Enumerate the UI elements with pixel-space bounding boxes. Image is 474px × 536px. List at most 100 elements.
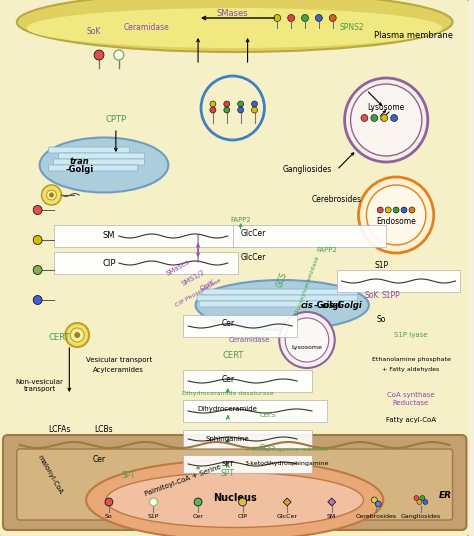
Circle shape [361, 115, 368, 122]
Ellipse shape [17, 0, 453, 52]
FancyBboxPatch shape [199, 301, 357, 307]
FancyBboxPatch shape [233, 225, 386, 247]
Circle shape [105, 498, 113, 506]
Circle shape [46, 190, 56, 200]
Circle shape [210, 101, 216, 107]
Text: SPT: SPT [221, 470, 235, 479]
Text: Plasma membrane: Plasma membrane [374, 31, 453, 40]
FancyBboxPatch shape [48, 147, 130, 153]
FancyBboxPatch shape [337, 270, 460, 292]
Text: SPT: SPT [221, 461, 234, 467]
Text: Dihydroceramide desaturase: Dihydroceramide desaturase [182, 391, 273, 396]
Circle shape [377, 207, 383, 213]
Circle shape [65, 323, 89, 347]
Text: Sphinganine: Sphinganine [206, 436, 250, 442]
Text: Reductase: Reductase [393, 400, 429, 406]
Circle shape [285, 318, 329, 362]
Circle shape [33, 265, 42, 274]
Text: SPNS2: SPNS2 [339, 24, 364, 33]
Circle shape [279, 312, 335, 368]
Text: LCFAs: LCFAs [48, 426, 71, 435]
Text: SMS1/2: SMS1/2 [180, 269, 206, 287]
Text: LCBs: LCBs [95, 426, 113, 435]
Ellipse shape [27, 8, 443, 48]
FancyBboxPatch shape [58, 153, 145, 159]
Text: SMases: SMases [217, 9, 248, 18]
Circle shape [74, 332, 80, 338]
Text: + Fatty aldehydes: + Fatty aldehydes [383, 368, 439, 373]
Text: Lysosome: Lysosome [292, 346, 322, 351]
Text: -Golgi: -Golgi [314, 301, 342, 309]
Circle shape [210, 107, 216, 113]
Circle shape [381, 115, 388, 122]
Text: CerK: CerK [200, 278, 217, 292]
Text: Cerebrosides: Cerebrosides [356, 514, 397, 519]
Circle shape [351, 84, 422, 156]
FancyBboxPatch shape [54, 159, 145, 165]
FancyBboxPatch shape [183, 455, 312, 473]
Text: tran: tran [69, 158, 89, 167]
Circle shape [70, 328, 84, 342]
Circle shape [42, 185, 62, 205]
Text: So: So [105, 514, 113, 519]
Circle shape [423, 500, 428, 504]
Circle shape [358, 177, 434, 253]
FancyBboxPatch shape [197, 295, 357, 301]
Circle shape [345, 78, 428, 162]
Circle shape [366, 185, 426, 245]
Text: 3-ketodihydrosphingamine: 3-ketodihydrosphingamine [245, 460, 329, 465]
Circle shape [33, 295, 42, 304]
Circle shape [371, 115, 378, 122]
Circle shape [393, 207, 399, 213]
Text: S1P lyase: S1P lyase [394, 332, 428, 338]
FancyBboxPatch shape [183, 315, 297, 337]
Text: Vesicular transport: Vesicular transport [86, 357, 152, 363]
Text: So: So [376, 316, 386, 324]
FancyBboxPatch shape [17, 449, 453, 520]
Polygon shape [283, 498, 291, 506]
Text: GlcCer: GlcCer [241, 254, 266, 263]
Text: Dihydroceramide: Dihydroceramide [198, 406, 258, 412]
Text: FAPP2: FAPP2 [230, 217, 251, 223]
Text: SPT: SPT [122, 471, 136, 480]
Circle shape [237, 101, 244, 107]
Circle shape [315, 14, 322, 21]
Text: Fatty acyl-CoA: Fatty acyl-CoA [386, 417, 436, 423]
Text: Glucosylceramidase: Glucosylceramidase [294, 254, 320, 316]
Ellipse shape [196, 280, 369, 330]
Circle shape [391, 115, 398, 122]
Text: GlcCer: GlcCer [241, 229, 266, 239]
Text: FAPP2: FAPP2 [317, 247, 337, 253]
Circle shape [224, 101, 230, 107]
Circle shape [329, 14, 336, 21]
FancyBboxPatch shape [3, 435, 466, 530]
Circle shape [385, 207, 391, 213]
Text: CoA synthase: CoA synthase [387, 392, 435, 398]
Circle shape [414, 495, 419, 501]
Text: CERT: CERT [49, 333, 70, 343]
Circle shape [114, 50, 124, 60]
FancyBboxPatch shape [55, 225, 237, 247]
Circle shape [237, 107, 244, 113]
Text: S1P: S1P [374, 260, 388, 270]
Text: cis: cis [301, 301, 313, 309]
Circle shape [33, 205, 42, 214]
Text: malonyl-CoA: malonyl-CoA [36, 455, 63, 496]
Text: CIP Phosphatase: CIP Phosphatase [174, 278, 222, 308]
Circle shape [301, 14, 309, 21]
Circle shape [49, 192, 54, 197]
Text: ER: ER [439, 490, 452, 500]
Circle shape [371, 497, 377, 503]
Ellipse shape [106, 473, 364, 527]
Text: Ethanolamine phosphate: Ethanolamine phosphate [372, 358, 450, 362]
Circle shape [409, 207, 415, 213]
Text: Cer: Cer [221, 319, 234, 329]
Text: Palmitoyl-CoA + Serine: Palmitoyl-CoA + Serine [144, 463, 222, 497]
Circle shape [224, 107, 230, 113]
Circle shape [194, 498, 202, 506]
Circle shape [149, 498, 157, 506]
FancyBboxPatch shape [55, 252, 237, 274]
Text: -Golgi: -Golgi [65, 166, 93, 175]
Text: GlcCer: GlcCer [277, 514, 298, 519]
Circle shape [252, 107, 257, 113]
